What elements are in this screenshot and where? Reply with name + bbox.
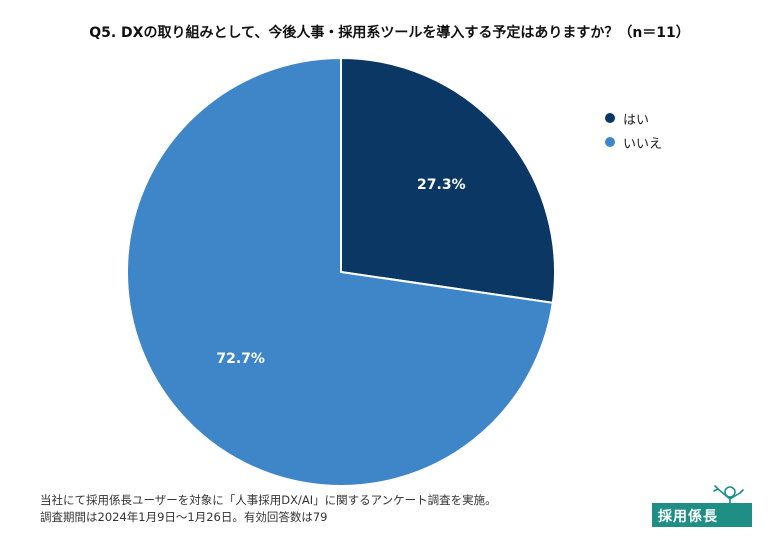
brand-logo: 採用係長 bbox=[652, 483, 752, 527]
legend-item-no: いいえ bbox=[605, 130, 662, 154]
legend-swatch-yes bbox=[605, 113, 615, 123]
pie-slice-yes bbox=[340, 56, 556, 304]
footnote-line-2: 調査期間は2024年1月9日〜1月26日。有効回答数は79 bbox=[40, 510, 328, 524]
legend-label-yes: はい bbox=[623, 112, 650, 128]
footnote-line-1: 当社にて採用係長ユーザーを対象に「人事採用DX/AI」に関するアンケート調査を実… bbox=[40, 493, 497, 507]
legend-item-yes: はい bbox=[605, 106, 662, 130]
chart-title: Q5. DXの取り組みとして、今後人事・採用系ツールを導入する予定はありますか？… bbox=[89, 25, 690, 41]
person-cheering-icon bbox=[713, 485, 744, 527]
legend: はい いいえ bbox=[605, 106, 662, 154]
pie-label-yes: 27.3% bbox=[417, 177, 466, 193]
logo-text: 採用係長 bbox=[658, 509, 718, 525]
pie-slice-no bbox=[126, 56, 554, 487]
footnote: 当社にて採用係長ユーザーを対象に「人事採用DX/AI」に関するアンケート調査を実… bbox=[40, 492, 497, 526]
legend-swatch-no bbox=[605, 137, 615, 147]
legend-label-no: いいえ bbox=[623, 136, 663, 152]
pie-label-no: 72.7% bbox=[216, 351, 265, 367]
